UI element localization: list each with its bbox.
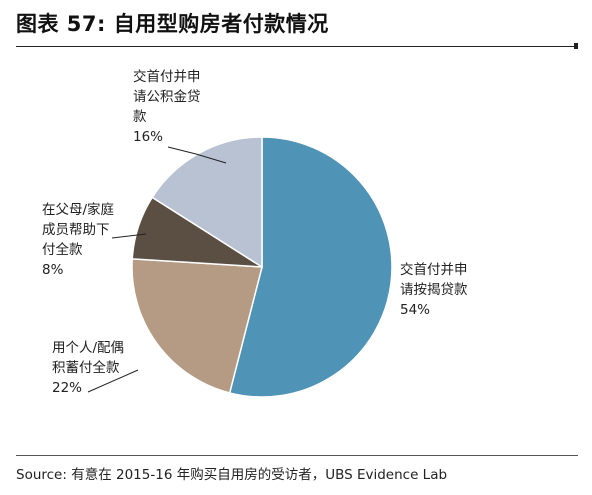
title-divider (16, 46, 578, 47)
pie-slice-0 (228, 136, 393, 398)
leader-line-3 (167, 146, 227, 164)
leader-line-2 (111, 233, 147, 239)
slice-label-2: 在父母/家庭成员帮助下付全款 8% (42, 201, 115, 278)
title-divider-end-mark (574, 43, 578, 49)
slice-label-0: 交首付并申请按揭贷款 54% (400, 261, 468, 318)
chart-title: 图表 57: 自用型购房者付款情况 (16, 12, 329, 36)
pie-slice-1 (131, 258, 263, 394)
source-note: Source: 有意在 2015-16 年购买自用房的受访者，UBS Evide… (16, 467, 448, 483)
leader-lines (87, 146, 227, 393)
pie-slice-3 (151, 136, 263, 269)
slice-label-1: 用个人/配偶积蓄付全款 22% (52, 340, 124, 396)
source-divider (16, 455, 578, 456)
slice-label-3: 交首付并申请公积金贷款 16% (133, 68, 201, 145)
slice-labels: 交首付并申请按揭贷款 54% 用个人/配偶积蓄付全款 22% 在父母/家庭成员帮助下付全… (42, 68, 468, 396)
pie-slices (131, 136, 393, 398)
leader-line-1 (87, 369, 139, 393)
